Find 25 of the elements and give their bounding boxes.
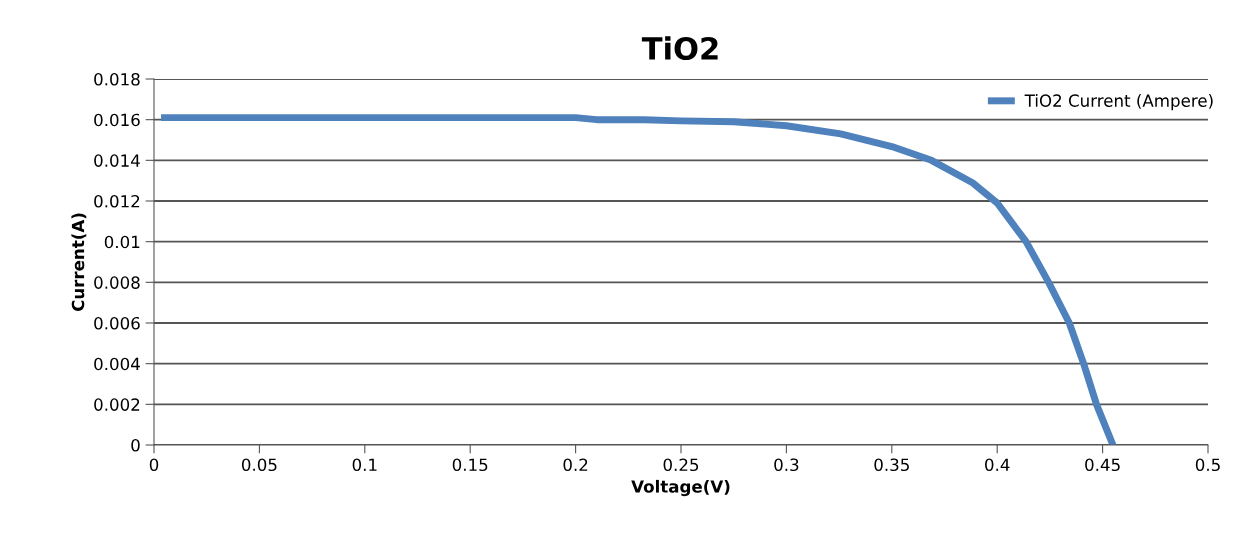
x-tick-label: 0.3 [774,458,799,472]
y-tick-label: 0.016 [94,113,140,127]
chart-title: TiO2 [641,36,718,60]
x-tick-label: 0.05 [241,458,277,472]
y-tick-label: 0.004 [94,357,140,371]
x-tick-label: 0.1 [352,458,377,472]
x-tick-label: 0.35 [874,458,909,472]
y-tick-label: 0.006 [94,316,140,330]
x-axis-title: Voltage(V) [631,479,730,497]
x-tick-label: 0.4 [985,458,1010,472]
y-tick-label: 0.008 [94,276,140,289]
x-tick-label: 0.45 [1085,458,1120,472]
x-tick-label: 0 [149,458,159,472]
legend-label: TiO2 Current (Ampere) [1024,94,1213,111]
y-tick-label: 0.012 [94,194,140,208]
x-tick-label: 0.5 [1195,458,1220,472]
x-tick-label: 0.15 [452,458,488,472]
x-tick-label: 0.2 [563,458,588,472]
y-tick-label: 0.018 [94,72,140,86]
y-tick-label: 0.01 [104,235,140,249]
y-tick-label: 0 [131,438,140,452]
y-axis-title: Current(A) [71,213,87,312]
y-tick-label: 0.002 [94,398,140,411]
x-tick-label: 0.25 [663,458,699,472]
y-tick-label: 0.014 [94,154,140,167]
